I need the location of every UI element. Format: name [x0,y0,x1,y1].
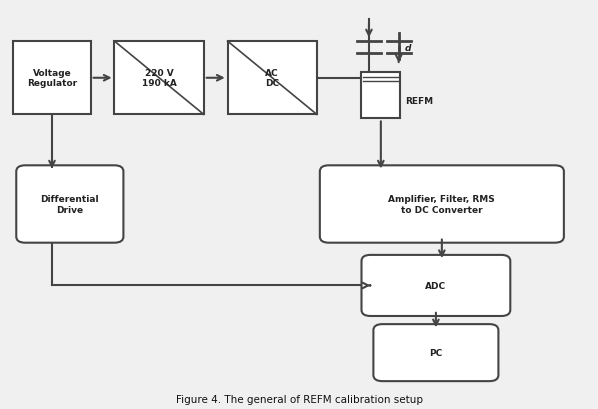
FancyBboxPatch shape [320,166,564,243]
Text: Figure 4. The general of REFM calibration setup: Figure 4. The general of REFM calibratio… [175,393,423,404]
FancyBboxPatch shape [373,324,498,381]
Bar [228,42,317,115]
Text: Differential
Drive: Differential Drive [41,195,99,214]
Text: Amplifier, Filter, RMS
to DC Converter: Amplifier, Filter, RMS to DC Converter [389,195,495,214]
Bar [362,72,400,119]
Bar [114,42,204,115]
Text: PC: PC [429,348,443,357]
FancyBboxPatch shape [16,166,123,243]
FancyBboxPatch shape [362,255,510,316]
Text: ADC: ADC [425,281,447,290]
Text: d: d [405,44,411,53]
Text: REFM: REFM [405,97,433,106]
Text: AC
DC: AC DC [265,69,279,88]
Text: Voltage
Regulator: Voltage Regulator [27,69,77,88]
Text: 220 V
190 kA: 220 V 190 kA [142,69,176,88]
Bar [13,42,91,115]
